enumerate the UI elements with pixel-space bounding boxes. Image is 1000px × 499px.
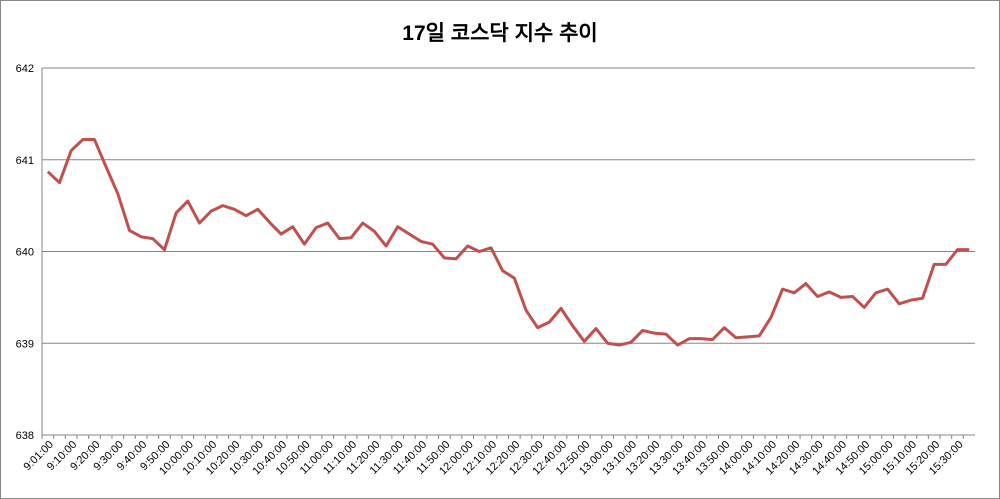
- y-tick-label: 640: [16, 247, 34, 259]
- y-tick-label: 642: [16, 63, 34, 75]
- y-tick-label: 641: [16, 155, 34, 167]
- y-tick-label: 639: [16, 338, 34, 350]
- line-series: [46, 138, 970, 347]
- chart-title: 17일 코스닥 지수 추이: [402, 22, 597, 45]
- y-tick-label: 638: [16, 430, 34, 442]
